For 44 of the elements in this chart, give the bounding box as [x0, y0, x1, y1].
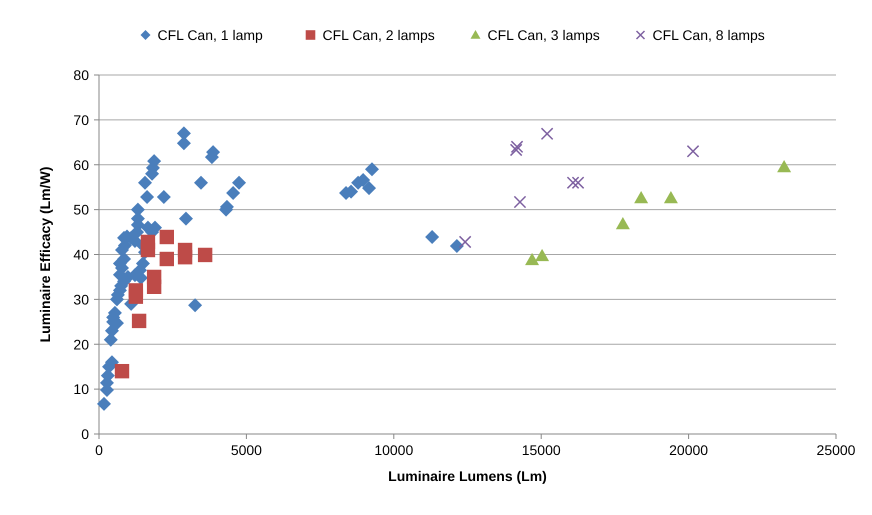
point — [160, 252, 174, 266]
y-tick-label: 80 — [73, 67, 90, 83]
point — [146, 280, 162, 294]
point — [178, 250, 192, 264]
point — [514, 196, 526, 208]
legend-label: CFL Can, 1 lamp — [158, 27, 264, 43]
x-tick-label: 25000 — [816, 442, 856, 458]
y-tick-label: 30 — [73, 291, 90, 308]
y-tick-label: 40 — [73, 246, 90, 262]
y-tick-label: 60 — [73, 156, 90, 173]
point — [616, 216, 630, 230]
x-tick-label: 0 — [95, 442, 104, 458]
point — [572, 176, 584, 190]
legend-label: CFL Can, 3 lamps — [488, 27, 600, 43]
point — [160, 230, 174, 244]
point — [777, 160, 792, 172]
point — [566, 176, 580, 190]
x-tick-label: 5000 — [230, 442, 262, 458]
y-axis-title: Luminaire Efficacy (Lm/W) — [37, 166, 53, 342]
x-axis-title: Luminaire Lumens (Lm) — [388, 468, 547, 484]
point — [510, 144, 522, 156]
y-tick-label: 70 — [73, 112, 90, 128]
point — [686, 144, 700, 158]
y-tick-label: 0 — [81, 426, 90, 442]
legend-label: CFL Can, 8 lamps — [652, 27, 765, 43]
point — [535, 248, 550, 262]
point — [198, 248, 212, 262]
point — [664, 190, 678, 204]
y-tick-label: 50 — [73, 202, 90, 218]
x-tick-label: 15000 — [522, 442, 561, 458]
point — [458, 236, 472, 248]
y-tick-label: 20 — [73, 336, 90, 352]
point — [540, 127, 554, 140]
point — [114, 364, 130, 378]
legend-label: CFL Can, 2 lamps — [322, 27, 435, 43]
point — [634, 190, 648, 204]
point — [510, 140, 524, 154]
point — [132, 314, 146, 328]
point — [140, 242, 156, 258]
point — [128, 289, 144, 304]
x-tick-label: 20000 — [669, 442, 708, 458]
y-tick-label: 10 — [73, 381, 90, 398]
point — [525, 252, 540, 266]
x-tick-label: 10000 — [374, 442, 414, 458]
